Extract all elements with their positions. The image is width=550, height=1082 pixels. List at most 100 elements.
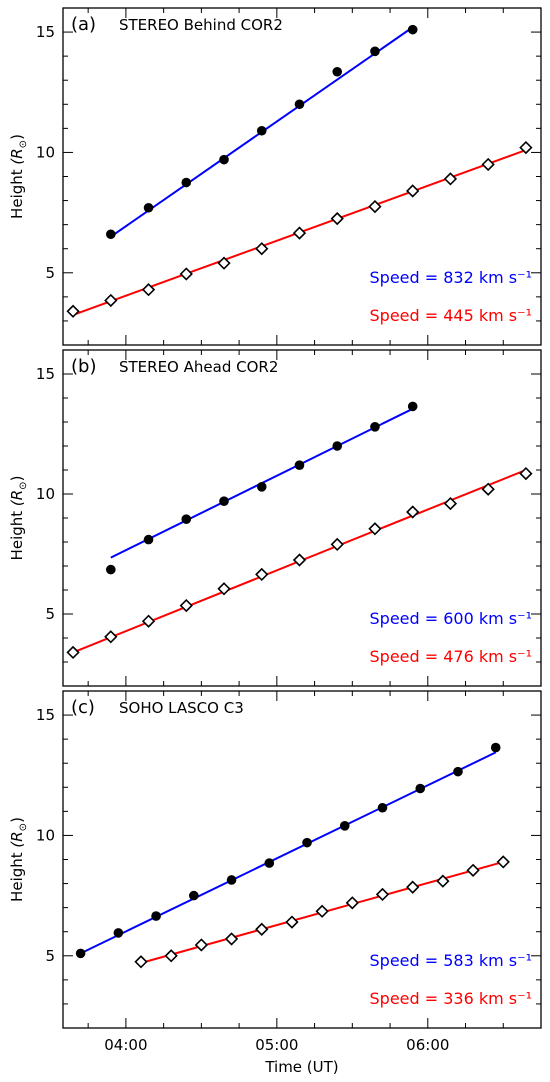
data-point <box>370 46 380 57</box>
data-point <box>519 466 533 481</box>
speed-label: Speed = 445 km s⁻¹ <box>370 306 533 325</box>
fit-line <box>80 751 497 955</box>
data-point <box>377 802 388 813</box>
speed-label: Speed = 600 km s⁻¹ <box>370 609 533 628</box>
data-point <box>255 567 269 582</box>
data-point <box>466 863 480 877</box>
data-point <box>415 783 426 794</box>
panel-label: (c) <box>71 697 95 718</box>
data-point <box>256 125 267 136</box>
data-point <box>143 202 154 213</box>
series-blue: Speed = 583 km s⁻¹ <box>75 742 532 970</box>
y-tick-label: 15 <box>36 23 55 41</box>
data-point <box>294 99 305 110</box>
data-point <box>151 911 161 921</box>
data-point <box>255 922 269 936</box>
data-point <box>453 766 463 777</box>
y-axis-title-main: Height <box>8 848 26 902</box>
panel-title: STEREO Behind COR2 <box>119 16 283 34</box>
data-point <box>407 401 418 412</box>
data-point <box>292 553 307 567</box>
data-point <box>436 874 450 888</box>
y-axis-title-sub: ⊙ <box>18 481 29 489</box>
y-axis-title-unit: (R <box>8 831 26 847</box>
y-axis-title-sub: ⊙ <box>18 823 29 831</box>
data-point <box>264 858 275 868</box>
y-tick-label: 10 <box>36 485 55 503</box>
data-point <box>406 505 420 519</box>
data-point <box>106 564 116 575</box>
data-point <box>164 949 178 963</box>
y-axis-title-main: Height <box>8 165 26 219</box>
data-point <box>141 283 156 297</box>
y-axis-title-unit: (R <box>8 148 26 164</box>
panel-label: (a) <box>71 14 96 35</box>
plot-frame <box>62 7 542 346</box>
data-point <box>113 928 124 938</box>
data-point <box>368 522 382 536</box>
data-point <box>104 630 118 644</box>
data-point <box>443 172 458 186</box>
data-point <box>66 645 80 660</box>
x-tick-label: 05:00 <box>255 1036 298 1054</box>
y-axis-title-close: ) <box>8 476 26 482</box>
plot-frame <box>62 349 542 687</box>
y-axis-title: Height (R⊙) <box>8 476 29 561</box>
data-point <box>143 534 154 545</box>
data-point <box>302 837 312 848</box>
y-tick-label: 15 <box>36 365 55 383</box>
data-point <box>330 211 344 226</box>
y-axis-title-close: ) <box>8 817 26 823</box>
data-point <box>219 154 229 165</box>
y-axis-title: Height (R⊙) <box>8 134 29 219</box>
data-point <box>255 242 269 256</box>
data-point <box>375 887 390 902</box>
data-point <box>481 482 495 496</box>
plot-frame <box>62 690 542 1029</box>
speed-label: Speed = 832 km s⁻¹ <box>370 268 533 287</box>
speed-label: Speed = 476 km s⁻¹ <box>370 647 533 666</box>
panel-label: (b) <box>71 356 96 377</box>
data-point <box>75 948 86 959</box>
data-point <box>292 226 307 240</box>
data-point <box>224 932 239 946</box>
data-point <box>134 955 148 969</box>
x-tick-label: 04:00 <box>104 1036 147 1054</box>
panel-title: SOHO LASCO C3 <box>119 699 244 717</box>
y-axis-title: Height (R⊙) <box>8 817 29 902</box>
data-point <box>217 582 231 596</box>
series-blue: Speed = 832 km s⁻¹ <box>106 24 533 287</box>
data-point <box>285 915 299 929</box>
y-tick-label: 5 <box>45 605 55 623</box>
data-point <box>179 598 193 613</box>
data-point <box>106 229 116 240</box>
y-tick-label: 10 <box>36 143 55 161</box>
data-point <box>496 855 510 869</box>
data-point <box>141 614 156 628</box>
x-tick-label: 06:00 <box>406 1036 449 1054</box>
data-point <box>332 441 343 451</box>
panel-c: 5 10 15 04:00 05:00 06:00 Height (R⊙) (c) SOHO L… <box>8 690 542 1054</box>
series-red: Speed = 476 km s⁻¹ <box>66 466 533 666</box>
data-point <box>66 304 80 318</box>
data-point <box>179 267 193 281</box>
series-red: Speed = 336 km s⁻¹ <box>134 855 533 1008</box>
data-point <box>368 199 382 214</box>
speed-label: Speed = 336 km s⁻¹ <box>370 989 533 1008</box>
data-point <box>181 514 192 524</box>
series-red: Speed = 445 km s⁻¹ <box>66 140 533 325</box>
data-point <box>490 742 501 753</box>
panel-b: 5 10 15 Height (R⊙) (b) STEREO Ahead COR2 Spee… <box>8 349 542 687</box>
y-axis-title-main: Height <box>8 506 26 560</box>
data-point <box>189 890 199 901</box>
data-point <box>332 66 343 77</box>
y-tick-label: 15 <box>36 706 55 724</box>
data-point <box>407 24 418 35</box>
data-point <box>217 256 231 270</box>
series-blue: Speed = 600 km s⁻¹ <box>106 401 533 628</box>
data-point <box>339 821 350 831</box>
data-point <box>194 938 208 952</box>
data-point <box>315 904 329 918</box>
data-point <box>181 177 192 188</box>
